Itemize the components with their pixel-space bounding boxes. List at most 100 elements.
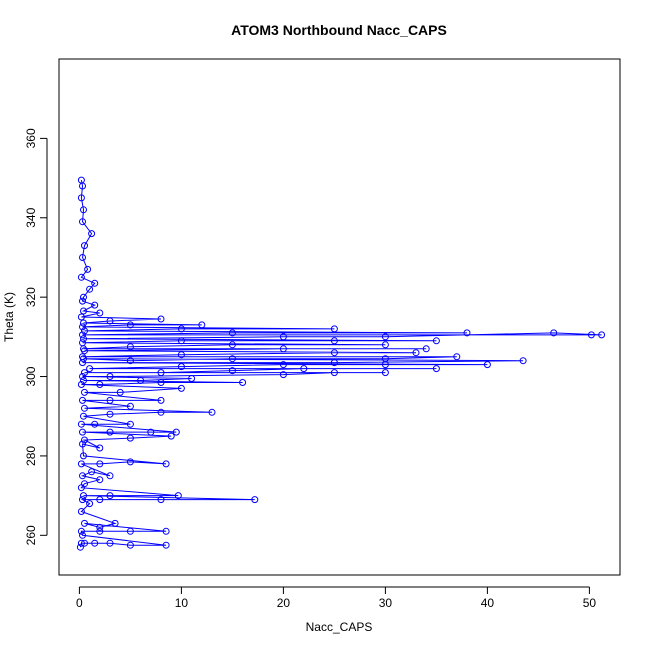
data-point xyxy=(79,254,86,261)
data-point xyxy=(106,472,114,480)
data-point xyxy=(177,384,185,392)
data-point xyxy=(106,539,114,547)
data-point xyxy=(106,492,114,500)
x-axis: 0 10 20 30 40 50 xyxy=(76,586,597,610)
data-point xyxy=(126,541,134,549)
data-point xyxy=(106,317,114,325)
y-tick-label: 280 xyxy=(24,446,38,466)
data-point xyxy=(80,335,87,343)
data-point xyxy=(80,377,87,384)
data-point xyxy=(79,331,86,339)
data-point xyxy=(81,480,88,488)
data-point xyxy=(177,325,185,333)
data-point xyxy=(91,301,99,309)
data-point xyxy=(77,460,85,468)
data-point xyxy=(79,440,86,448)
data-point xyxy=(279,345,287,353)
data-point xyxy=(381,355,389,363)
data-point xyxy=(162,541,170,549)
data-point xyxy=(381,341,389,349)
data-point xyxy=(79,323,86,331)
data-point xyxy=(188,375,196,382)
data-point xyxy=(177,351,185,359)
data-point xyxy=(251,496,259,504)
data-point xyxy=(81,436,88,444)
data-point xyxy=(80,452,87,460)
data-point xyxy=(228,341,236,349)
data-point xyxy=(79,496,86,504)
data-point xyxy=(167,432,175,440)
x-tick-label: 30 xyxy=(379,596,393,610)
data-point xyxy=(137,377,145,384)
data-point xyxy=(79,353,86,361)
series-line xyxy=(79,180,602,548)
data-point xyxy=(172,428,180,436)
data-point xyxy=(96,460,104,468)
data-point xyxy=(80,206,87,214)
data-point xyxy=(239,379,247,386)
data-point xyxy=(422,345,430,353)
data-point xyxy=(86,285,94,293)
data-point xyxy=(96,527,104,535)
data-point xyxy=(81,388,88,396)
data-point xyxy=(279,371,287,379)
data-point xyxy=(77,194,85,202)
data-point xyxy=(81,242,88,250)
y-tick-label: 260 xyxy=(24,525,38,545)
x-tick-label: 40 xyxy=(481,596,495,610)
data-point xyxy=(79,339,86,347)
data-point xyxy=(77,508,85,515)
data-point xyxy=(587,331,595,339)
y-tick-label: 300 xyxy=(24,366,38,386)
data-point xyxy=(463,329,471,337)
data-point xyxy=(77,539,85,547)
data-point xyxy=(147,428,155,436)
data-point xyxy=(81,519,88,527)
data-point xyxy=(116,388,124,396)
data-point xyxy=(381,369,389,377)
data-point xyxy=(80,293,87,301)
data-point xyxy=(79,428,86,436)
x-tick-label: 20 xyxy=(277,596,291,610)
data-point xyxy=(279,361,287,369)
data-point xyxy=(519,357,527,365)
data-point xyxy=(81,539,88,547)
data-point xyxy=(330,325,338,333)
data-point xyxy=(106,396,114,404)
data-point xyxy=(80,319,87,327)
data-point xyxy=(96,523,104,531)
data-point xyxy=(77,273,85,281)
data-point xyxy=(79,373,86,380)
data-point xyxy=(598,331,606,339)
data-point xyxy=(174,492,182,500)
data-point xyxy=(483,361,491,369)
data-point xyxy=(300,365,308,373)
data-point xyxy=(86,365,94,373)
data-point xyxy=(157,379,165,386)
x-axis-label: Nacc_CAPS xyxy=(306,620,373,634)
data-point xyxy=(96,381,104,388)
data-point xyxy=(177,337,185,345)
data-point xyxy=(228,329,236,337)
data-point xyxy=(126,357,134,365)
data-point xyxy=(81,404,88,412)
plot-frame xyxy=(58,58,621,576)
data-point xyxy=(126,458,134,466)
data-point xyxy=(330,359,338,367)
data-point xyxy=(157,496,165,504)
chart-title: ATOM3 Northbound Nacc_CAPS xyxy=(231,22,447,38)
data-point xyxy=(91,539,99,547)
data-point xyxy=(126,321,134,329)
x-tick-label: 50 xyxy=(583,596,597,610)
data-point xyxy=(228,355,236,363)
data-point xyxy=(77,176,85,184)
data-point xyxy=(96,476,104,484)
y-axis: 260 280 300 320 340 360 xyxy=(24,128,48,545)
data-point xyxy=(381,333,389,341)
y-tick-label: 360 xyxy=(24,128,38,148)
data-point xyxy=(81,327,88,335)
series-layer xyxy=(76,176,606,551)
data-point xyxy=(177,363,185,371)
data-point xyxy=(79,396,86,404)
